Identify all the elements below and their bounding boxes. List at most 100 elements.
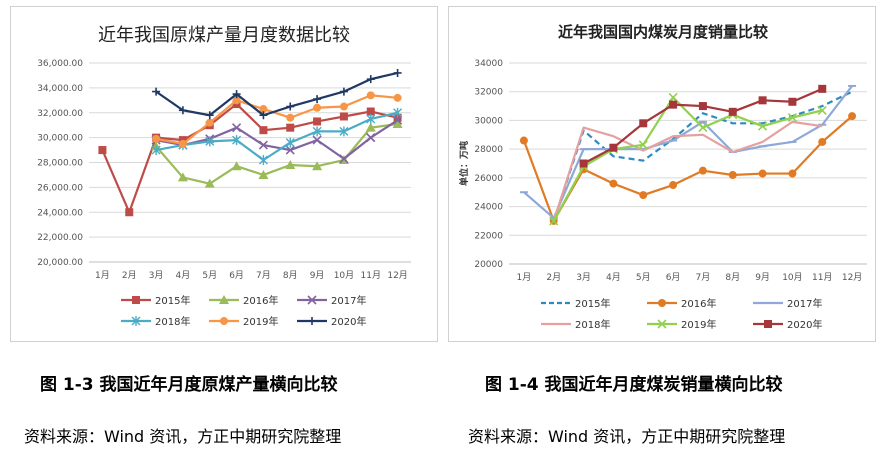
data-point bbox=[758, 121, 768, 131]
series-line bbox=[523, 85, 853, 220]
legend-marker bbox=[307, 295, 317, 305]
series-line bbox=[155, 94, 398, 145]
legend-label: 2017年 bbox=[787, 297, 822, 310]
chart-panel-coal-production: 近年我国原煤产量月度数据比较 20,000.00 22,000.00 24,000.0… bbox=[10, 6, 438, 342]
data-point bbox=[848, 112, 857, 121]
data-point bbox=[728, 107, 737, 116]
gridlines bbox=[89, 62, 411, 263]
y-tick-label: 20,000.00 bbox=[37, 258, 83, 268]
data-point bbox=[313, 95, 322, 104]
data-point bbox=[639, 119, 648, 128]
x-tick-label: 2月 bbox=[122, 270, 137, 281]
series-line bbox=[552, 96, 823, 222]
y-tick-label: 26,000.00 bbox=[37, 183, 83, 193]
data-point bbox=[549, 216, 559, 226]
y-tick-label: 20000 bbox=[474, 260, 503, 270]
x-tick-label: 2月 bbox=[546, 272, 561, 283]
data-point bbox=[178, 106, 187, 115]
x-tick-label: 12月 bbox=[842, 272, 862, 283]
data-point bbox=[285, 159, 296, 169]
data-point bbox=[698, 102, 707, 111]
y-tick-label: 24000 bbox=[474, 203, 503, 213]
data-point bbox=[312, 161, 323, 171]
series-2019年 bbox=[549, 92, 827, 226]
x-tick-label: 11月 bbox=[361, 270, 381, 281]
y-tick-label: 32000 bbox=[474, 88, 503, 98]
data-point bbox=[366, 75, 375, 84]
figure-caption-right: 图 1-4 我国近年月度煤炭销量横向比较 bbox=[485, 375, 783, 395]
data-point bbox=[758, 96, 767, 105]
legend-label: 2016年 bbox=[681, 297, 716, 310]
y-tick-label: 34,000.00 bbox=[37, 84, 83, 94]
data-point bbox=[787, 112, 797, 123]
data-point bbox=[152, 87, 161, 96]
data-point bbox=[125, 208, 134, 217]
x-tick-label: 7月 bbox=[256, 270, 271, 281]
data-point bbox=[313, 117, 322, 126]
data-point bbox=[639, 191, 648, 200]
legend-marker bbox=[131, 316, 141, 326]
data-point bbox=[393, 93, 402, 102]
data-point bbox=[177, 172, 188, 182]
data-point bbox=[339, 126, 349, 137]
data-point bbox=[698, 166, 707, 175]
legend-marker bbox=[220, 317, 228, 325]
y-tick-label: 34000 bbox=[474, 59, 503, 69]
y-tick-label: 36,000.00 bbox=[37, 59, 83, 69]
y-tick-label: 28000 bbox=[474, 145, 503, 155]
x-tick-label: 12月 bbox=[387, 270, 407, 281]
data-point bbox=[668, 92, 678, 103]
series-2015年 bbox=[98, 100, 402, 217]
x-tick-label: 5月 bbox=[202, 270, 217, 281]
x-tick-label: 8月 bbox=[725, 272, 740, 283]
data-point bbox=[817, 105, 827, 115]
data-point bbox=[393, 107, 403, 118]
y-tick-label: 28,000.00 bbox=[37, 159, 83, 169]
data-point bbox=[205, 118, 214, 127]
data-point bbox=[259, 105, 268, 114]
y-tick-label: 32,000.00 bbox=[37, 109, 83, 119]
data-point bbox=[98, 146, 107, 155]
legend-label: 2017年 bbox=[331, 294, 366, 307]
series-line bbox=[155, 122, 398, 185]
x-tick-label: 3月 bbox=[576, 272, 591, 283]
legend-label: 2020年 bbox=[331, 315, 366, 328]
data-point bbox=[259, 126, 268, 135]
data-point bbox=[392, 118, 403, 128]
data-point bbox=[579, 159, 588, 168]
data-point bbox=[366, 91, 375, 100]
data-point bbox=[285, 137, 295, 148]
series-line bbox=[101, 102, 398, 214]
y-tick-label: 22,000.00 bbox=[37, 233, 83, 243]
data-point bbox=[519, 136, 528, 145]
data-point bbox=[365, 122, 376, 132]
y-tick-label: 24,000.00 bbox=[37, 208, 83, 218]
y-axis-label: 单位：万吨 bbox=[458, 141, 470, 186]
series-2018年 bbox=[552, 120, 823, 222]
legend-label: 2019年 bbox=[243, 315, 278, 328]
data-point bbox=[231, 161, 242, 171]
series-line bbox=[155, 111, 398, 162]
legend-label: 2020年 bbox=[787, 318, 822, 331]
data-point bbox=[286, 123, 295, 132]
data-point bbox=[232, 135, 242, 146]
data-point bbox=[232, 90, 241, 99]
data-point bbox=[366, 133, 376, 143]
x-tick-label: 4月 bbox=[606, 272, 621, 283]
series-2015年 bbox=[552, 90, 853, 222]
data-point bbox=[339, 102, 348, 111]
series-line bbox=[552, 120, 823, 222]
data-point bbox=[258, 169, 269, 179]
legend-label: 2019年 bbox=[681, 318, 716, 331]
legend-label: 2015年 bbox=[575, 297, 610, 310]
x-tick-label: 4月 bbox=[176, 270, 191, 281]
coal-production-line-chart: 近年我国原煤产量月度数据比较 20,000.00 22,000.00 24,000.0… bbox=[37, 25, 411, 328]
data-point bbox=[638, 140, 648, 150]
x-tick-label: 1月 bbox=[95, 270, 110, 281]
x-tick-label: 8月 bbox=[283, 270, 298, 281]
legend-marker bbox=[657, 319, 667, 329]
series-line bbox=[552, 90, 853, 222]
x-tick-label: 3月 bbox=[149, 270, 164, 281]
data-point bbox=[286, 102, 295, 111]
source-note-left: 资料来源：Wind 资讯，方正中期研究院整理 bbox=[24, 427, 342, 446]
